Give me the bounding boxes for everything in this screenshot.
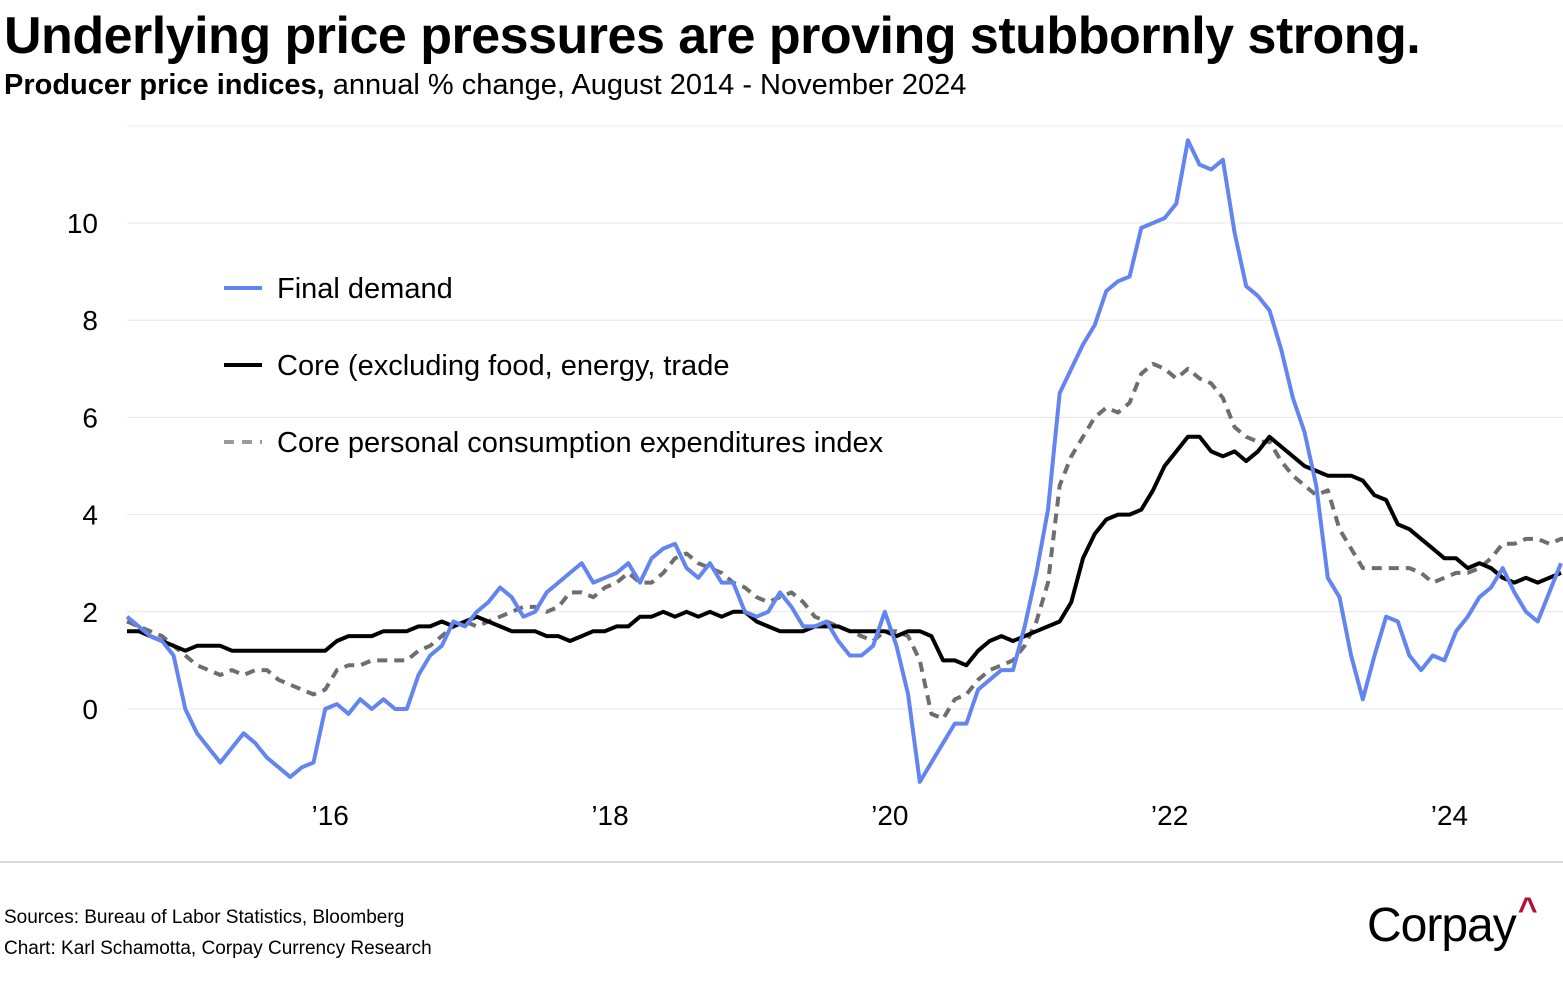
y-axis-tick-labels: 0 2 4 6 8 10 xyxy=(67,208,98,725)
chart-title: Underlying price pressures are proving s… xyxy=(4,7,1421,65)
x-axis-tick-labels: ’16 ’18 ’20 ’22 ’24 xyxy=(312,800,1469,831)
x-tick-label: ’22 xyxy=(1151,800,1188,831)
logo-text: Corpay xyxy=(1367,899,1517,952)
x-tick-label: ’18 xyxy=(591,800,628,831)
footer-divider xyxy=(0,861,1563,863)
y-tick-label: 10 xyxy=(67,208,98,239)
sources-note: Sources: Bureau of Labor Statistics, Blo… xyxy=(4,907,405,928)
legend-label: Core personal consumption expenditures i… xyxy=(277,427,884,459)
chart-credit: Chart: Karl Schamotta, Corpay Currency R… xyxy=(4,938,432,959)
subtitle-bold: Producer price indices, xyxy=(4,69,325,101)
subtitle-rest: annual % change, August 2014 - November … xyxy=(324,69,967,101)
chart-subtitle: Producer price indices, annual % change,… xyxy=(4,66,966,104)
legend: Final demand Core (excluding food, energy… xyxy=(224,273,884,459)
series-line-core xyxy=(127,434,1562,668)
gridlines xyxy=(127,125,1563,710)
line-chart: 0 2 4 6 8 10 ’16 ’18 ’20 ’22 ’24 Final demand Core… xyxy=(67,125,1563,831)
y-tick-label: 0 xyxy=(82,694,98,725)
y-tick-label: 4 xyxy=(82,500,98,531)
y-tick-label: 6 xyxy=(82,402,98,433)
x-tick-label: ’20 xyxy=(871,800,908,831)
legend-label: Final demand xyxy=(277,273,453,305)
logo-caret-icon: ^ xyxy=(1517,891,1538,929)
legend-label: Core (excluding food, energy, trade xyxy=(277,350,729,382)
series-line-final-demand xyxy=(125,138,1563,784)
x-tick-label: ’24 xyxy=(1431,800,1468,831)
corpay-logo: Corpay^ xyxy=(1367,891,1538,958)
x-tick-label: ’16 xyxy=(312,800,349,831)
y-tick-label: 2 xyxy=(82,597,98,628)
series-lines xyxy=(125,138,1563,784)
y-tick-label: 8 xyxy=(82,305,98,336)
